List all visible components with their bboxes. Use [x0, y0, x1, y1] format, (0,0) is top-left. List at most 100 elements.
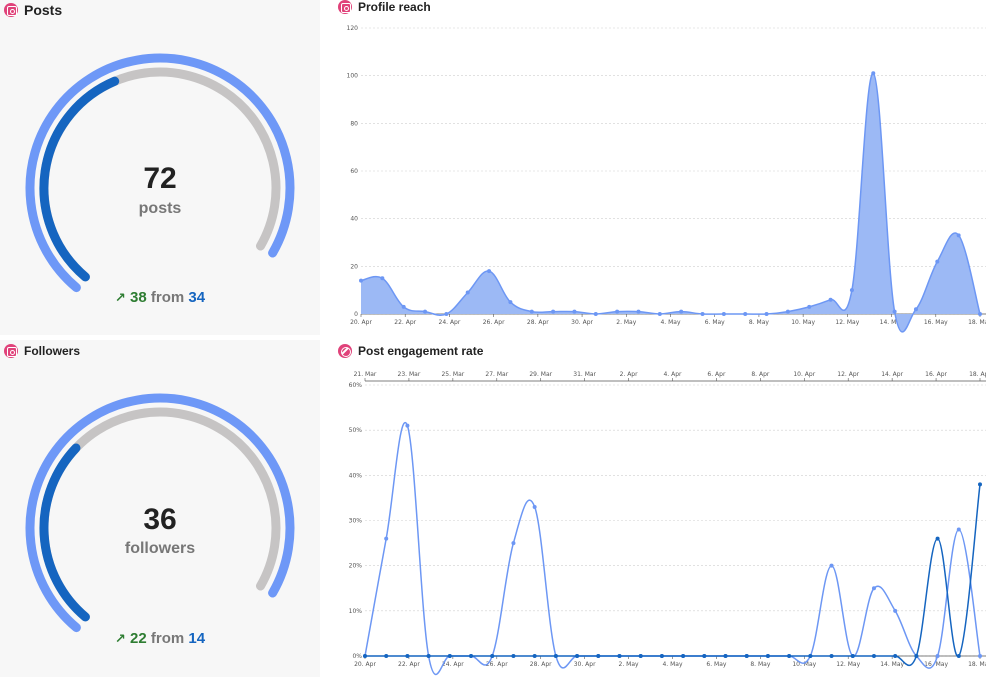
- data-point[interactable]: [405, 423, 410, 428]
- x-tick-label: 30. Apr: [574, 661, 596, 668]
- top-x-tick-label: 14. Apr: [881, 371, 903, 378]
- data-point[interactable]: [935, 259, 940, 264]
- followers-count: 36: [143, 503, 177, 536]
- data-point[interactable]: [935, 536, 940, 541]
- data-point[interactable]: [765, 654, 770, 658]
- top-x-tick-label: 21. Mar: [354, 371, 377, 378]
- followers-change: ↗ 22 from 14: [0, 630, 320, 647]
- data-point[interactable]: [764, 312, 769, 316]
- data-point[interactable]: [828, 297, 833, 302]
- top-x-tick-label: 6. Apr: [707, 371, 726, 378]
- data-point[interactable]: [511, 654, 516, 658]
- profile-reach-header: Profile reach: [338, 0, 431, 14]
- data-point[interactable]: [363, 654, 367, 658]
- data-point[interactable]: [401, 304, 406, 309]
- data-point[interactable]: [978, 482, 982, 487]
- data-point[interactable]: [785, 309, 790, 314]
- data-point[interactable]: [553, 654, 558, 658]
- data-point[interactable]: [829, 654, 834, 658]
- y-tick-label: 60: [350, 168, 358, 175]
- instagram-icon: [4, 344, 18, 358]
- followers-gauge-outer-ring: [25, 393, 295, 633]
- data-point[interactable]: [892, 309, 897, 314]
- data-point[interactable]: [679, 309, 684, 314]
- posts-gauge: [25, 53, 295, 293]
- series-line: [364, 422, 981, 676]
- data-point[interactable]: [807, 304, 812, 309]
- data-point[interactable]: [444, 312, 449, 316]
- data-point[interactable]: [914, 654, 919, 658]
- data-point[interactable]: [935, 654, 940, 658]
- data-point[interactable]: [850, 654, 855, 658]
- y-tick-label: 50%: [349, 427, 363, 434]
- engagement-icon: [338, 344, 352, 358]
- data-point[interactable]: [508, 300, 513, 305]
- data-point[interactable]: [529, 309, 534, 314]
- data-point[interactable]: [636, 309, 641, 314]
- data-point[interactable]: [426, 654, 431, 658]
- x-tick-label: 26. Apr: [483, 319, 505, 326]
- data-point[interactable]: [829, 563, 834, 568]
- data-point[interactable]: [893, 654, 898, 658]
- data-point[interactable]: [700, 312, 705, 316]
- data-point[interactable]: [893, 608, 898, 613]
- data-point[interactable]: [469, 654, 474, 658]
- profile-reach-card: 0 20 40 60 80 100 120 20. Apr 22. Apr 24. Apr 26. …: [328, 0, 986, 335]
- data-point[interactable]: [596, 654, 601, 658]
- data-point[interactable]: [551, 309, 556, 314]
- x-tick-label: 2. May: [619, 661, 639, 668]
- data-point[interactable]: [405, 654, 410, 658]
- data-point[interactable]: [575, 654, 580, 658]
- data-point[interactable]: [743, 312, 748, 316]
- data-point[interactable]: [490, 654, 495, 658]
- data-point[interactable]: [487, 269, 492, 274]
- data-point[interactable]: [871, 71, 876, 76]
- data-point[interactable]: [447, 654, 452, 658]
- data-point[interactable]: [384, 654, 389, 658]
- data-point[interactable]: [384, 536, 389, 541]
- data-point[interactable]: [423, 309, 428, 314]
- x-tick-label: 16. May: [924, 319, 948, 326]
- y-tick-label: 30%: [349, 518, 363, 525]
- data-point[interactable]: [465, 290, 470, 295]
- data-point[interactable]: [787, 654, 792, 658]
- data-point[interactable]: [978, 312, 982, 316]
- data-point[interactable]: [532, 654, 537, 658]
- data-point[interactable]: [638, 654, 643, 658]
- data-point[interactable]: [359, 278, 363, 283]
- data-point[interactable]: [849, 288, 854, 293]
- data-point[interactable]: [617, 654, 622, 658]
- data-point[interactable]: [657, 312, 662, 316]
- posts-current: 38: [130, 289, 147, 306]
- data-point[interactable]: [532, 504, 537, 509]
- y-tick-label: 40%: [349, 472, 363, 479]
- data-point[interactable]: [956, 233, 961, 238]
- data-point[interactable]: [380, 276, 385, 281]
- data-point[interactable]: [956, 527, 961, 532]
- data-point[interactable]: [593, 312, 598, 316]
- y-tick-label: 20%: [349, 563, 363, 570]
- data-point[interactable]: [871, 586, 876, 591]
- data-point[interactable]: [723, 654, 728, 658]
- x-tick-label: 28. Apr: [530, 661, 552, 668]
- data-point[interactable]: [702, 654, 707, 658]
- top-x-tick-label: 10. Apr: [793, 371, 815, 378]
- data-point[interactable]: [808, 654, 813, 658]
- x-tick-label: 28. Apr: [527, 319, 549, 326]
- data-point[interactable]: [744, 654, 749, 658]
- data-point[interactable]: [615, 309, 620, 314]
- data-point[interactable]: [511, 541, 516, 546]
- data-point[interactable]: [913, 307, 918, 312]
- data-point[interactable]: [871, 654, 876, 658]
- data-point[interactable]: [978, 654, 982, 658]
- x-tick-label: 8. May: [749, 319, 769, 326]
- posts-previous: 34: [188, 289, 206, 306]
- x-tick-label: 22. Apr: [398, 661, 420, 668]
- data-point[interactable]: [721, 312, 726, 316]
- data-point[interactable]: [681, 654, 686, 658]
- data-point[interactable]: [659, 654, 664, 658]
- data-point[interactable]: [956, 654, 961, 658]
- x-tick-label: 24. Apr: [439, 319, 461, 326]
- data-point[interactable]: [572, 309, 577, 314]
- x-tick-label: 12. May: [836, 661, 860, 668]
